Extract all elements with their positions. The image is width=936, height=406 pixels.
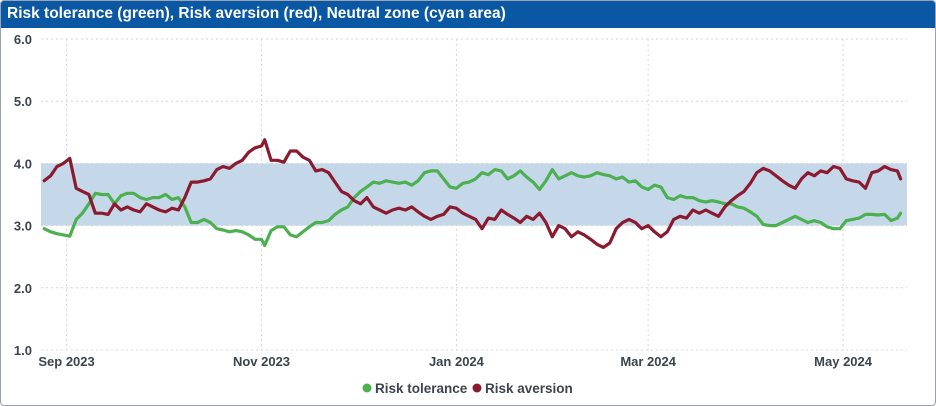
x-tick-label: May 2024 <box>814 354 873 369</box>
legend-marker <box>472 383 482 393</box>
series-line-risk-tolerance <box>42 168 903 248</box>
neutral-zone-band <box>41 163 907 226</box>
y-tick-label: 3.0 <box>14 219 32 234</box>
y-tick-label: 5.0 <box>14 94 32 109</box>
x-tick-label: Mar 2024 <box>620 354 676 369</box>
x-tick-label: Sep 2023 <box>38 354 94 369</box>
y-tick-label: 1.0 <box>14 343 32 358</box>
series-line-risk-aversion <box>42 138 903 249</box>
x-tick-label: Nov 2023 <box>233 354 290 369</box>
chart-title: Risk tolerance (green), Risk aversion (r… <box>7 5 506 22</box>
y-tick-label: 4.0 <box>14 156 32 171</box>
legend-label: Risk tolerance <box>375 381 468 396</box>
y-tick-label: 6.0 <box>14 32 32 47</box>
y-tick-label: 2.0 <box>14 281 32 296</box>
legend-marker <box>362 383 372 393</box>
chart-header: Risk tolerance (green), Risk aversion (r… <box>1 1 935 28</box>
legend-label: Risk aversion <box>485 381 573 396</box>
x-tick-label: Jan 2024 <box>429 354 485 369</box>
